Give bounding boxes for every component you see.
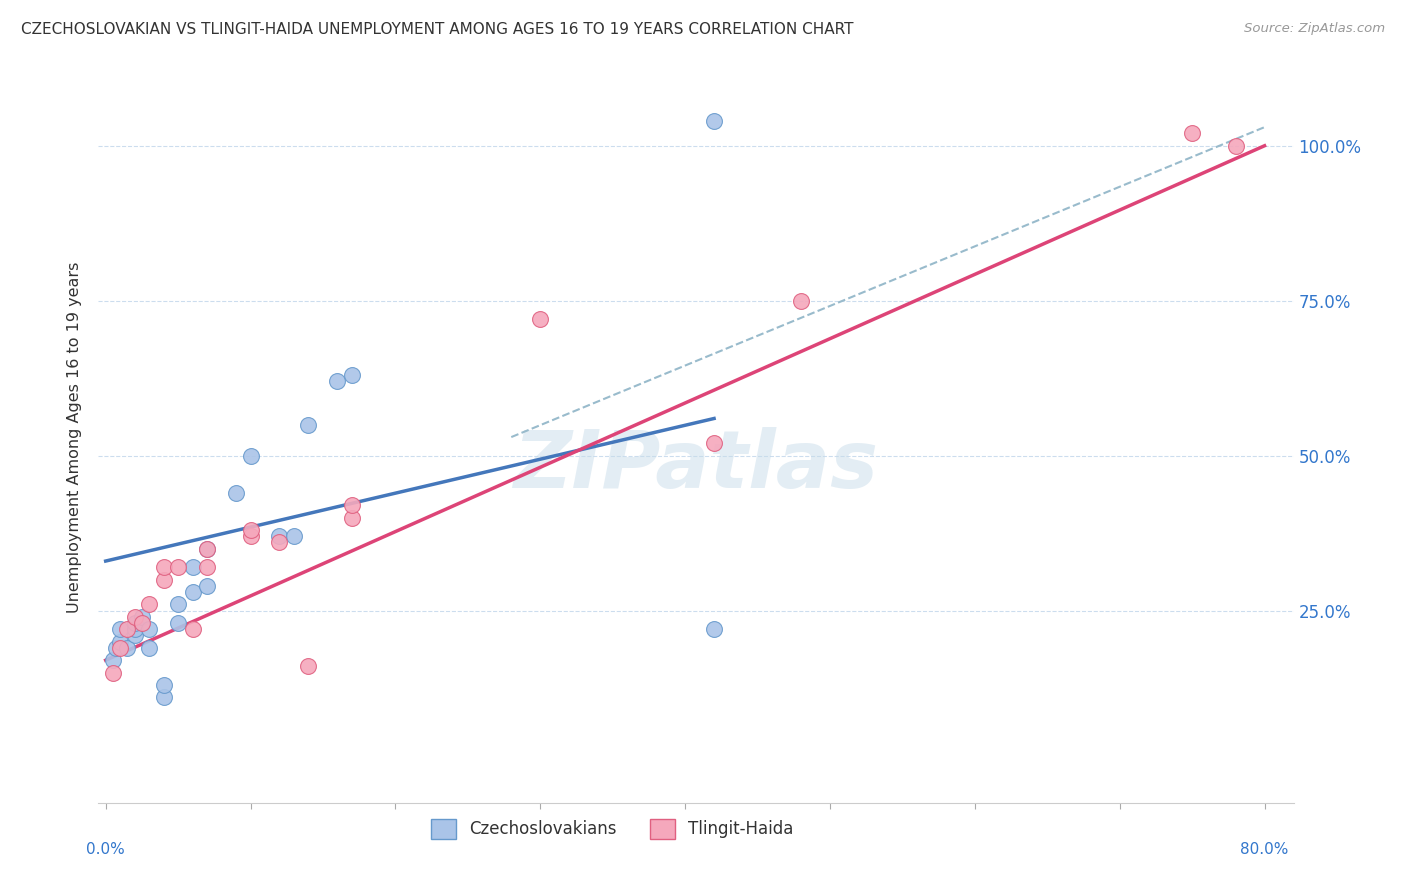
- Point: [117, 622, 139, 636]
- Point: [195, 541, 218, 556]
- Point: [124, 610, 146, 624]
- Point: [1181, 126, 1204, 140]
- Point: [340, 510, 363, 524]
- Text: 0.0%: 0.0%: [86, 842, 125, 856]
- Point: [703, 114, 725, 128]
- Point: [101, 653, 124, 667]
- Point: [703, 436, 725, 450]
- Point: [195, 579, 218, 593]
- Point: [101, 665, 124, 680]
- Point: [790, 293, 813, 308]
- Point: [195, 560, 218, 574]
- Text: 80.0%: 80.0%: [1240, 842, 1289, 856]
- Point: [529, 312, 551, 326]
- Point: [108, 634, 131, 648]
- Point: [167, 560, 190, 574]
- Point: [326, 374, 349, 388]
- Point: [131, 610, 153, 624]
- Point: [297, 417, 319, 432]
- Point: [1225, 138, 1247, 153]
- Point: [138, 598, 160, 612]
- Point: [167, 598, 190, 612]
- Point: [269, 535, 291, 549]
- Point: [239, 529, 262, 543]
- Point: [167, 615, 190, 630]
- Text: Source: ZipAtlas.com: Source: ZipAtlas.com: [1244, 22, 1385, 36]
- Legend: Czechoslovakians, Tlingit-Haida: Czechoslovakians, Tlingit-Haida: [425, 812, 800, 846]
- Text: CZECHOSLOVAKIAN VS TLINGIT-HAIDA UNEMPLOYMENT AMONG AGES 16 TO 19 YEARS CORRELAT: CZECHOSLOVAKIAN VS TLINGIT-HAIDA UNEMPLO…: [21, 22, 853, 37]
- Point: [283, 529, 305, 543]
- Point: [138, 640, 160, 655]
- Point: [152, 573, 174, 587]
- Point: [131, 615, 153, 630]
- Point: [117, 640, 139, 655]
- Point: [181, 560, 204, 574]
- Point: [703, 622, 725, 636]
- Point: [152, 678, 174, 692]
- Point: [181, 585, 204, 599]
- Point: [340, 368, 363, 383]
- Y-axis label: Unemployment Among Ages 16 to 19 years: Unemployment Among Ages 16 to 19 years: [67, 261, 83, 613]
- Point: [124, 622, 146, 636]
- Point: [138, 622, 160, 636]
- Point: [108, 622, 131, 636]
- Text: ZIPatlas: ZIPatlas: [513, 427, 879, 506]
- Point: [269, 529, 291, 543]
- Point: [340, 498, 363, 512]
- Point: [225, 486, 247, 500]
- Point: [181, 622, 204, 636]
- Point: [108, 640, 131, 655]
- Point: [239, 523, 262, 537]
- Point: [124, 628, 146, 642]
- Point: [152, 690, 174, 705]
- Point: [152, 560, 174, 574]
- Point: [195, 541, 218, 556]
- Point: [104, 640, 127, 655]
- Point: [124, 615, 146, 630]
- Point: [297, 659, 319, 673]
- Point: [239, 449, 262, 463]
